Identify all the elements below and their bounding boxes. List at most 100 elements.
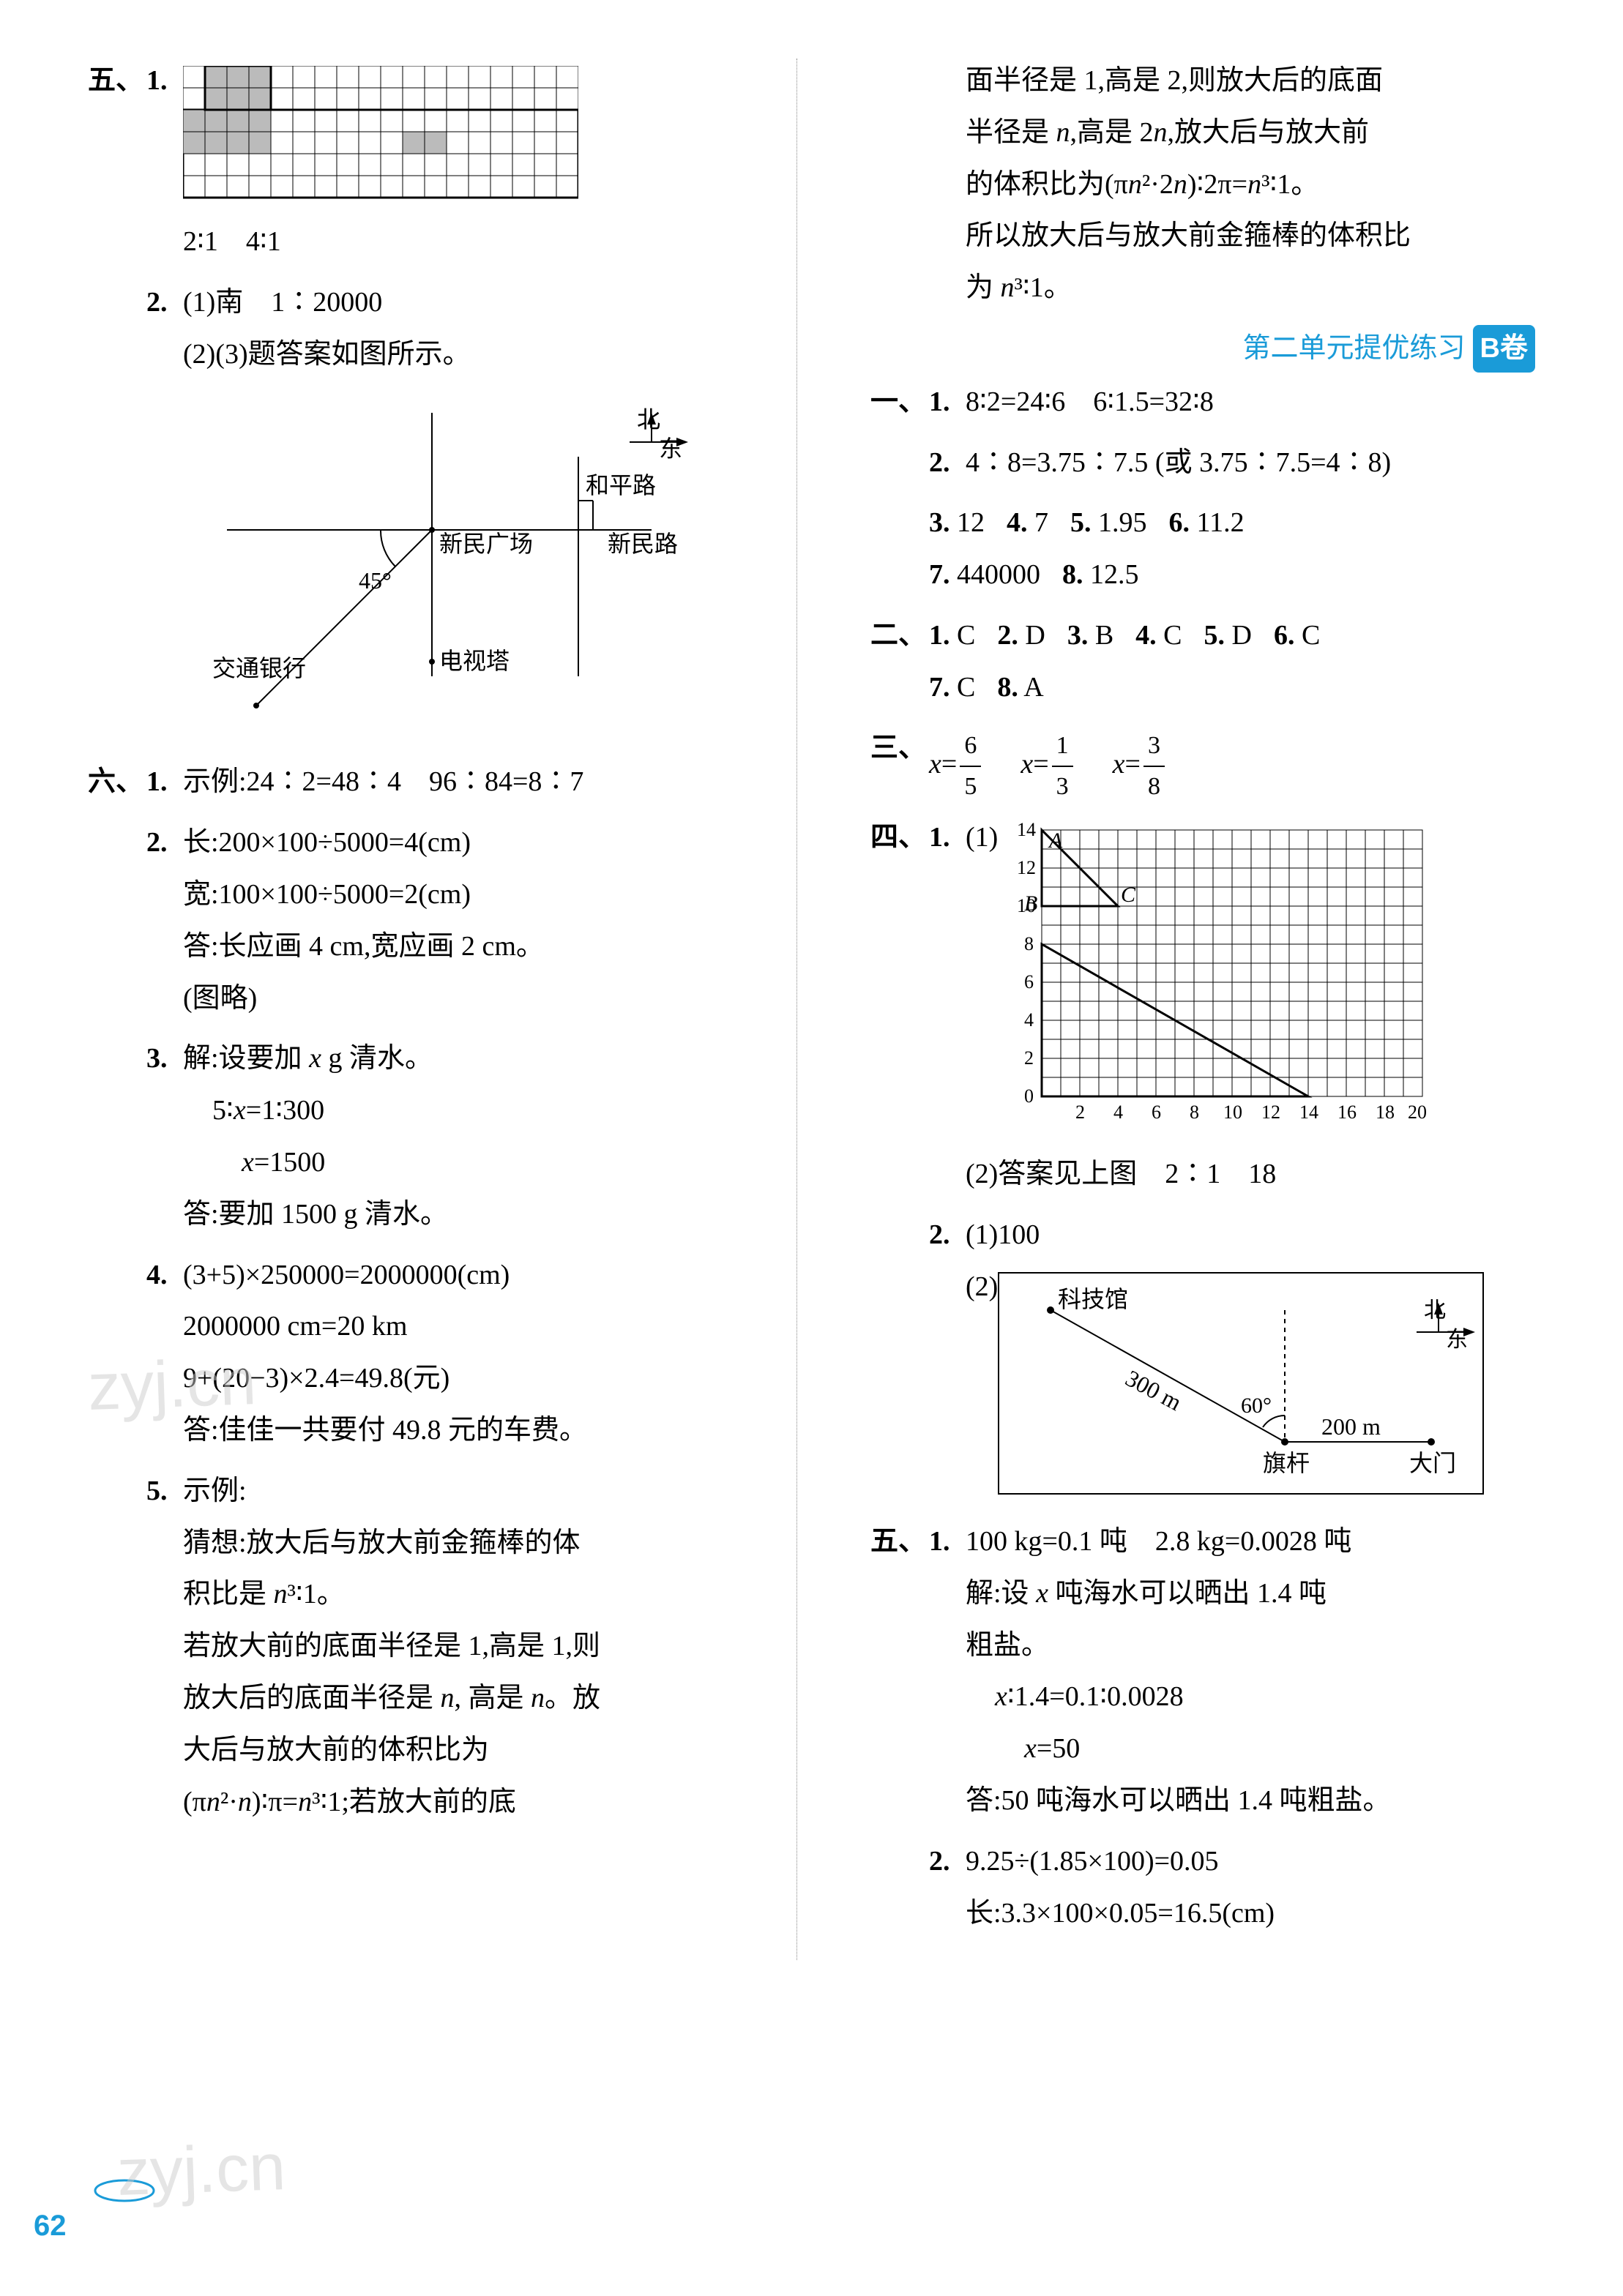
r1-3v: 12 (957, 507, 985, 538)
s5-i1-ratios: 2∶1 4∶1 (183, 220, 753, 264)
r2-3n: 3. (1067, 620, 1089, 651)
unit2-title: 第二单元提优练习 B卷 (870, 325, 1535, 373)
r1-4n: 4. (1007, 507, 1028, 538)
r2-7v: C (957, 672, 975, 703)
r4-2n: 2. (929, 1213, 966, 1257)
r2-5n: 5. (1204, 620, 1225, 651)
r2-6n: 6. (1274, 620, 1295, 651)
svg-text:北: 北 (1424, 1298, 1446, 1323)
r4-1p2: (2)答案见上图 2∶1 18 (966, 1152, 1535, 1197)
s6-i5-l5: 放大后的底面半径是 n, 高是 n。放 (183, 1676, 753, 1721)
svg-text:10: 10 (1223, 1102, 1242, 1123)
r2-2n: 2. (997, 620, 1018, 651)
r-sec4-label: 四、 (870, 815, 929, 860)
right-column: 面半径是 1,高是 2,则放大后的底面 半径是 n,高是 2n,放大后与放大前 … (827, 59, 1550, 1960)
r2-8v: A (1023, 672, 1043, 703)
s6-i1-text: 示例:24∶2=48∶4 96∶84=8∶7 (183, 760, 753, 804)
rc-l5: 为 n³∶1。 (966, 266, 1535, 310)
svg-text:A: A (1048, 829, 1063, 853)
r2-5v: D (1232, 620, 1252, 651)
section-5: 五、 1. (88, 59, 753, 751)
r5-1l6: 答:50 吨海水可以晒出 1.4 吨粗盐。 (966, 1779, 1535, 1823)
s6-i2-l2: 宽:100×100÷5000=2(cm) (183, 872, 753, 917)
r1-4v: 7 (1034, 507, 1048, 538)
r2-2v: D (1025, 620, 1045, 651)
svg-text:2: 2 (1075, 1102, 1085, 1123)
r1-8v: 12.5 (1090, 559, 1139, 590)
svg-text:14: 14 (1017, 823, 1036, 840)
r5-1n: 1. (929, 1519, 966, 1564)
angle-label: 45° (359, 567, 392, 594)
r-sec4: 四、 1. (1) (870, 815, 1535, 1511)
eq3: x=38 (1113, 726, 1168, 807)
bank-label: 交通银行 (212, 655, 306, 681)
r1-2n: 2. (929, 441, 966, 485)
map-diagram: 北 东 新民广场 45° 交通银行 电视塔 和平路 (183, 384, 753, 735)
r1-6n: 6. (1169, 507, 1190, 538)
svg-text:10: 10 (1017, 895, 1036, 916)
r-sec1-label: 一、 (870, 380, 929, 425)
r-sec1: 一、 1.8∶2=24∶6 6∶1.5=32∶8 2.4∶8=3.75∶7.5 … (870, 380, 1535, 605)
page-root: 五、 1. (0, 0, 1623, 2004)
rc-l3: 的体积比为(πn²·2n)∶2π=n³∶1。 (966, 162, 1535, 207)
s6-i3-l2: 5∶x=1∶300 (183, 1088, 753, 1133)
r1-6v: 11.2 (1197, 507, 1245, 538)
left-column: 五、 1. (73, 59, 797, 1960)
r-sec3-label: 三、 (870, 726, 929, 771)
s6-i3-l3: x=1500 (183, 1140, 753, 1185)
s6-i3-num: 3. (146, 1036, 183, 1081)
s6-i5-l3: 积比是 n³∶1。 (183, 1572, 753, 1617)
s6-i3-l4: 答:要加 1500 g 清水。 (183, 1192, 753, 1237)
r1-5v: 1.95 (1098, 507, 1147, 538)
page-number: 62 (88, 2169, 161, 2252)
svg-text:C: C (1121, 883, 1136, 907)
r-sec5: 五、 1. 100 kg=0.1 吨 2.8 kg=0.0028 吨 解:设 x… (870, 1519, 1535, 1951)
s6-i5-num: 5. (146, 1469, 183, 1514)
svg-text:科技馆: 科技馆 (1058, 1286, 1128, 1312)
eq2-den: 3 (1052, 767, 1073, 807)
rc-l1: 面半径是 1,高是 2,则放大后的底面 (966, 59, 1535, 103)
r4-2p2: (2) (966, 1265, 998, 1309)
r1-1t: 8∶2=24∶6 6∶1.5=32∶8 (966, 380, 1535, 425)
center-label: 新民广场 (439, 531, 533, 557)
triangle-chart: A B C 1412 108 64 20 24 (998, 823, 1437, 1145)
s6-i5-l2: 猜想:放大后与放大前金箍棒的体 (183, 1521, 753, 1566)
svg-text:大门: 大门 (1409, 1450, 1456, 1476)
s6-i2-l3: 答:长应画 4 cm,宽应画 2 cm。 (183, 924, 753, 969)
r-sec2: 二、 1. C 2. D 3. B 4. C 5. D 6. C 7. C 8.… (870, 613, 1535, 717)
tower-label: 电视塔 (439, 648, 510, 674)
r5-1l2: 解:设 x 吨海水可以晒出 1.4 吨 (966, 1571, 1535, 1616)
section-6: 六、 1.示例:24∶2=48∶4 96∶84=8∶7 2. 长:200×100… (88, 760, 753, 1840)
s6-i4-l3: 9+(20−3)×2.4=49.8(元) (183, 1356, 753, 1401)
s6-i3-l1: 解:设要加 x g 清水。 (183, 1036, 753, 1081)
eq2: x=13 (1021, 726, 1075, 807)
r1-7v: 440000 (957, 559, 1040, 590)
eq3-num: 3 (1143, 726, 1165, 767)
eq1-den: 5 (960, 767, 981, 807)
svg-text:4: 4 (1024, 1009, 1034, 1031)
tech-diagram: 科技馆 300 m 60° 旗杆 大门 200 m 北 东 (998, 1272, 1484, 1495)
r1-1n: 1. (929, 380, 966, 425)
eq1: x=65 (929, 726, 984, 807)
svg-text:20: 20 (1408, 1102, 1427, 1123)
rc-l2: 半径是 n,高是 2n,放大后与放大前 (966, 111, 1535, 155)
r1-2t: 4∶8=3.75∶7.5 (或 3.75∶7.5=4∶8) (966, 441, 1535, 485)
r2-7n: 7. (929, 672, 950, 703)
section-5-label: 五、 (88, 59, 146, 103)
r2-1n: 1. (929, 620, 950, 651)
r2-4v: C (1163, 620, 1182, 651)
s6-i5-l7: (πn²·n)∶π=n³∶1;若放大前的底 (183, 1780, 753, 1825)
r-sec2-label: 二、 (870, 613, 929, 658)
s5-i1-num: 1. (146, 59, 183, 103)
r5-2l1: 9.25÷(1.85×100)=0.05 (966, 1839, 1535, 1884)
rc-l4: 所以放大后与放大前金箍棒的体积比 (966, 214, 1535, 258)
svg-text:16: 16 (1337, 1102, 1357, 1123)
r1-7n: 7. (929, 559, 950, 590)
r2-1v: C (957, 620, 975, 651)
r4-1p1: (1) (966, 815, 998, 860)
svg-text:14: 14 (1299, 1102, 1318, 1123)
s5-i2-p1: (1)南 1∶20000 (183, 280, 753, 325)
svg-text:60°: 60° (1241, 1394, 1272, 1418)
svg-text:300 m: 300 m (1122, 1364, 1186, 1416)
r1-3n: 3. (929, 507, 950, 538)
